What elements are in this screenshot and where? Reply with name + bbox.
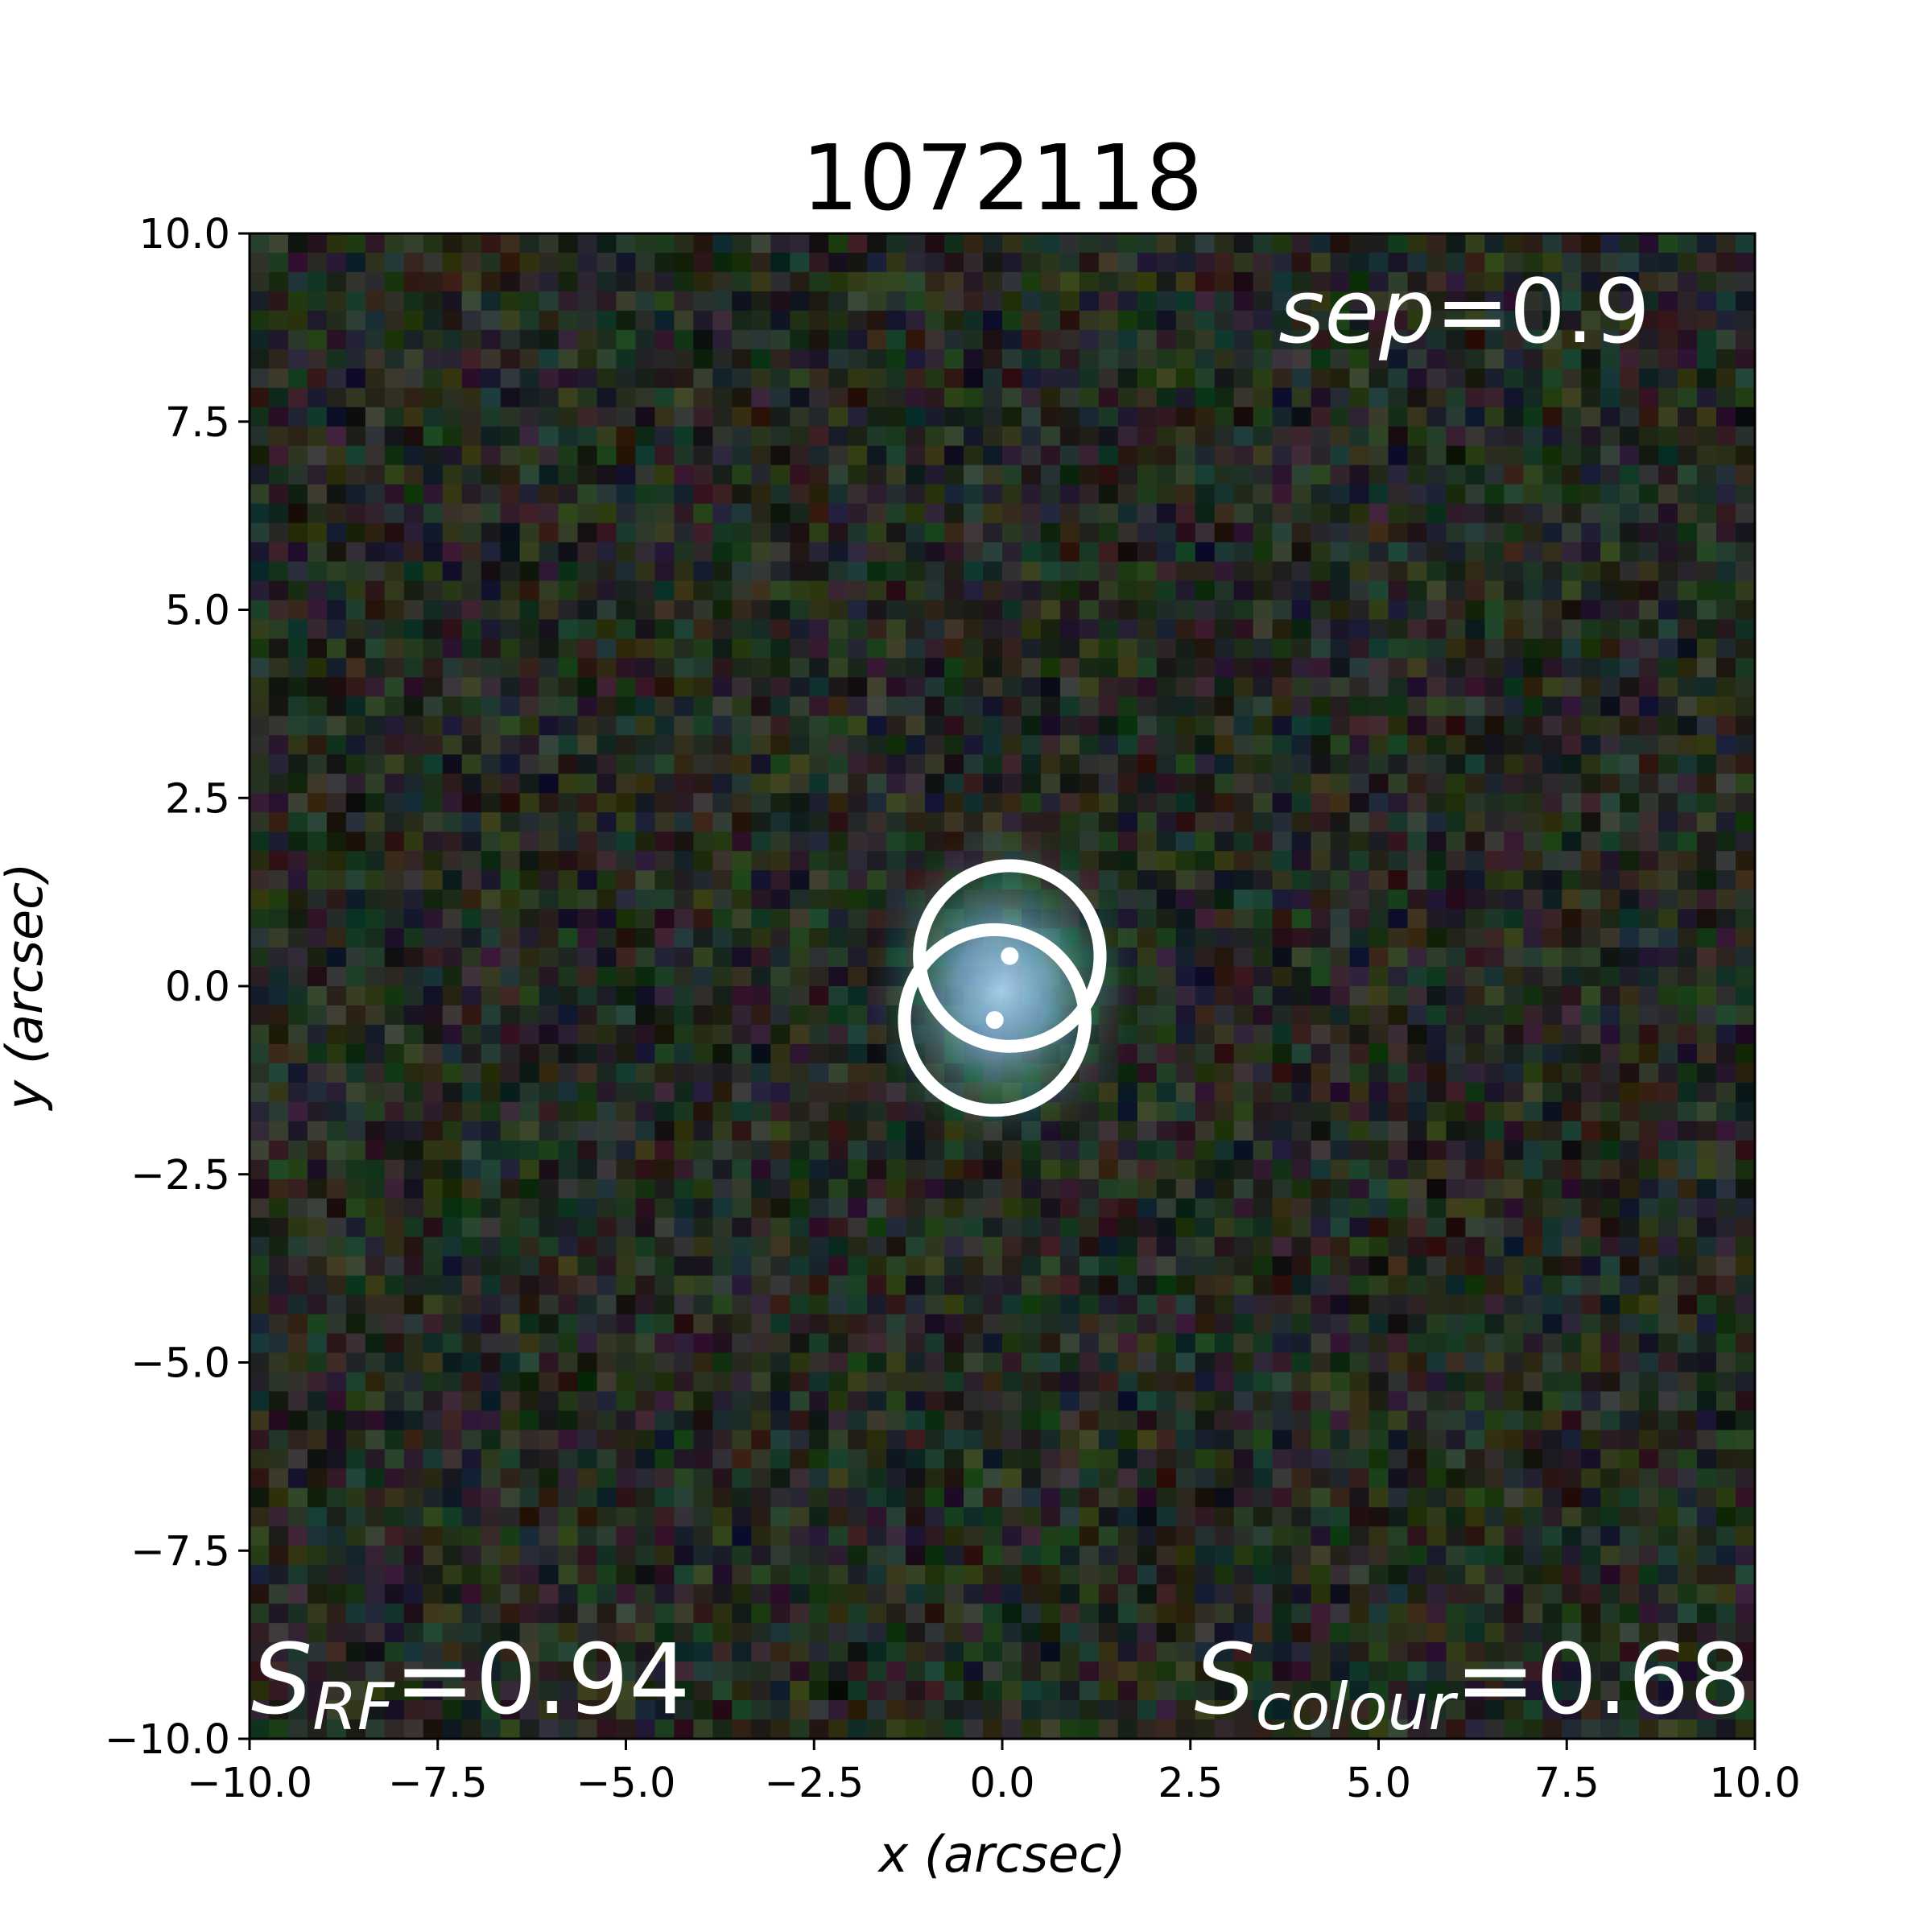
x-tick-label: 5.0 <box>1346 1760 1411 1807</box>
y-tick-label: 0.0 <box>165 964 230 1011</box>
y-tick-label: −5.0 <box>130 1340 230 1388</box>
y-tick-label: −2.5 <box>130 1152 230 1199</box>
x-tick-label: 7.5 <box>1534 1760 1600 1807</box>
x-tick-label: −5.0 <box>576 1760 676 1807</box>
s-colour-annotation: Scolour=0.68 <box>1194 1624 1751 1744</box>
marker-circle-2 <box>898 923 1092 1117</box>
y-tick-label: 5.0 <box>165 588 230 635</box>
noise-image <box>250 233 1755 1739</box>
sep-annotation: sep=0.9 <box>1278 260 1650 363</box>
y-axis-label: y (arcsec) <box>0 863 54 1112</box>
source-markers <box>898 859 1107 1117</box>
x-tick-label: 10.0 <box>1709 1760 1801 1807</box>
y-tick-label: 10.0 <box>138 211 230 258</box>
x-tick-label: −7.5 <box>388 1760 488 1807</box>
y-axis: −10.0 −7.5 −5.0 −2.5 0.0 2.5 5.0 7.5 10.0 <box>105 211 250 1764</box>
x-tick-label: 2.5 <box>1158 1760 1223 1807</box>
chart-title: 1072118 <box>802 126 1203 231</box>
y-tick-label: −10.0 <box>105 1716 230 1764</box>
x-tick-label: −10.0 <box>187 1760 312 1807</box>
x-tick-label: 0.0 <box>969 1760 1034 1807</box>
y-tick-label: 7.5 <box>165 399 230 447</box>
x-tick-label: −2.5 <box>764 1760 864 1807</box>
x-axis-label: x (arcsec) <box>877 1825 1126 1884</box>
s-rf-annotation: SRF=0.94 <box>251 1624 691 1744</box>
x-axis: −10.0 −7.5 −5.0 −2.5 0.0 2.5 5.0 7.5 10.0 <box>187 1739 1801 1807</box>
plot-area <box>250 233 1755 1739</box>
marker-dot-2 <box>985 1011 1004 1030</box>
marker-circle-1 <box>913 859 1107 1053</box>
marker-dot-1 <box>1001 947 1019 965</box>
y-tick-label: 2.5 <box>165 775 230 823</box>
y-tick-label: −7.5 <box>130 1528 230 1575</box>
